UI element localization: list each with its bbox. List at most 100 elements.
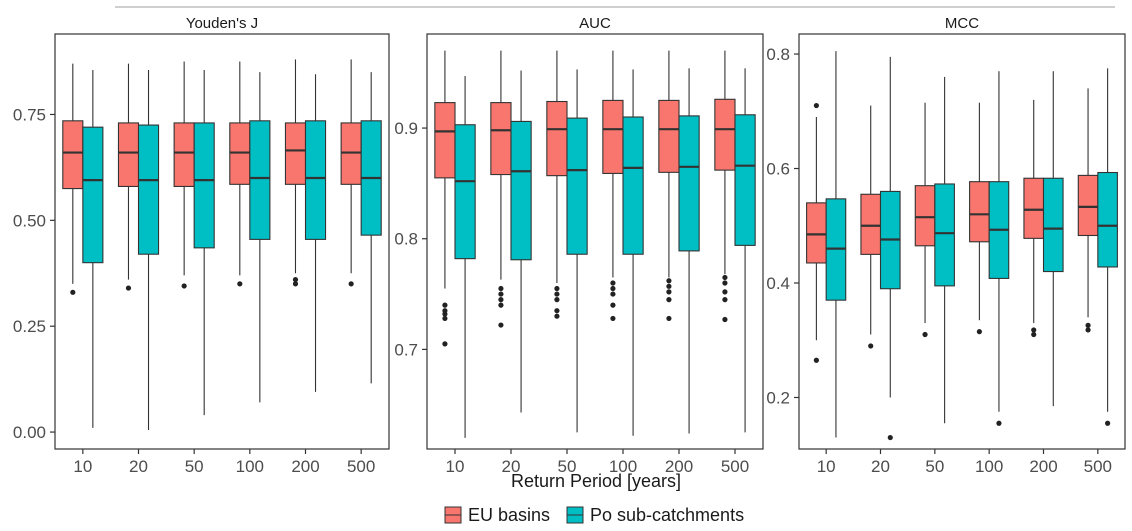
box-iqr (173, 122, 195, 187)
outlier-point (292, 281, 299, 287)
box-eu-basins-20 (117, 63, 140, 291)
box-po-sub-catchments-50 (934, 76, 955, 424)
box-po-sub-catchments-200 (1042, 71, 1064, 407)
y-tick-label: 0.25 (13, 317, 46, 336)
outlier-point (498, 291, 504, 297)
x-tick-label: 50 (925, 457, 944, 476)
x-tick-label: 50 (185, 457, 204, 476)
box-iqr (969, 181, 990, 243)
panel-title: Youden's J (186, 15, 258, 32)
outlier-point (348, 281, 354, 287)
box-iqr (62, 120, 84, 190)
outlier-point (554, 285, 560, 292)
outlier-point (181, 283, 187, 289)
box-eu-basins-10 (62, 63, 84, 295)
box-iqr (1023, 177, 1045, 239)
box-iqr (622, 116, 644, 255)
x-tick-label: 10 (73, 457, 92, 476)
x-tick-label: 200 (291, 457, 319, 476)
x-tick-label: 500 (721, 457, 749, 476)
outlier-point (1105, 420, 1111, 426)
outlier-point (125, 285, 132, 291)
x-tick-label: 20 (502, 457, 521, 476)
outlier-point (554, 297, 560, 303)
outlier-point (498, 297, 504, 303)
outlier-point (610, 285, 616, 292)
box-iqr (934, 183, 955, 287)
outlier-point (610, 315, 616, 322)
panel-mcc: MCC 0.2 0.4 0.6 0.8 10 20 50 100 200 500 (766, 15, 1126, 476)
y-tick-label: 0.4 (766, 274, 790, 293)
box-po-sub-catchments-10 (454, 76, 476, 438)
outlier-point (722, 280, 728, 286)
outlier-point (722, 316, 728, 323)
box-eu-basins-100 (969, 102, 990, 335)
outlier-point (722, 274, 728, 281)
box-iqr (454, 124, 476, 260)
panel-youden-s-j: Youden's J 0.00 0.25 0.50 0.75 10 20 50 100 200 50… (13, 15, 390, 476)
outlier-point (610, 302, 616, 308)
box-eu-basins-50 (173, 61, 195, 289)
panel-frame (426, 33, 764, 450)
x-tick-label: 50 (558, 457, 577, 476)
box-po-sub-catchments-500 (360, 72, 382, 384)
x-tick-label: 20 (129, 457, 148, 476)
box-po-sub-catchments-200 (678, 68, 700, 434)
box-iqr (82, 126, 104, 264)
box-eu-basins-20 (490, 50, 512, 328)
y-tick-label: 0.9 (394, 119, 418, 138)
legend-label-po-sub-catchments: Po sub-catchments (590, 505, 744, 525)
y-tick-label: 0.7 (394, 340, 418, 359)
box-po-sub-catchments-200 (304, 74, 327, 392)
outlier-point (666, 289, 672, 295)
box-po-sub-catchments-50 (566, 69, 588, 433)
box-po-sub-catchments-10 (82, 69, 104, 428)
box-iqr (678, 115, 700, 252)
box-iqr (1097, 171, 1118, 268)
outlier-point (237, 281, 243, 287)
box-iqr (490, 102, 512, 176)
box-iqr (249, 120, 271, 240)
outlier-point (442, 341, 448, 347)
box-eu-basins-100 (229, 61, 251, 287)
y-tick-label: 0.75 (13, 105, 46, 124)
box-eu-basins-10 (806, 102, 827, 363)
box-po-sub-catchments-500 (1097, 68, 1118, 426)
box-eu-basins-10 (434, 50, 456, 347)
box-iqr (284, 122, 307, 185)
outlier-point (868, 343, 874, 349)
outlier-point (666, 278, 672, 284)
box-iqr (1077, 174, 1099, 237)
x-tick-label: 20 (871, 457, 890, 476)
y-tick-label: 0.8 (394, 230, 418, 249)
panel-auc: AUC 0.7 0.8 0.9 10 20 50 100 200 500 (394, 15, 764, 476)
box-iqr (1042, 177, 1064, 273)
box-iqr (806, 202, 827, 264)
box-eu-basins-100 (602, 50, 624, 322)
panel-title: AUC (579, 15, 611, 32)
box-eu-basins-200 (658, 50, 680, 322)
y-tick-label: 0.6 (766, 160, 790, 179)
outlier-point (666, 297, 672, 303)
panel-frame (798, 33, 1126, 450)
box-iqr (137, 124, 160, 255)
box-eu-basins-200 (1023, 99, 1045, 338)
outlier-point (498, 322, 504, 328)
box-iqr (602, 99, 624, 174)
box-eu-basins-50 (914, 102, 936, 338)
x-tick-label: 500 (1084, 457, 1112, 476)
outlier-point (70, 289, 76, 295)
box-po-sub-catchments-50 (193, 69, 215, 416)
panel-frame (54, 33, 390, 450)
box-iqr (734, 114, 756, 246)
box-iqr (304, 120, 327, 240)
box-eu-basins-50 (546, 50, 568, 319)
outlier-point (922, 331, 928, 338)
box-iqr (546, 100, 568, 177)
legend: EU basins Po sub-catchments (444, 505, 744, 525)
outlier-point (442, 308, 448, 314)
outlier-point (996, 420, 1002, 426)
x-tick-label: 500 (347, 457, 375, 476)
y-tick-label: 0.8 (766, 45, 790, 64)
